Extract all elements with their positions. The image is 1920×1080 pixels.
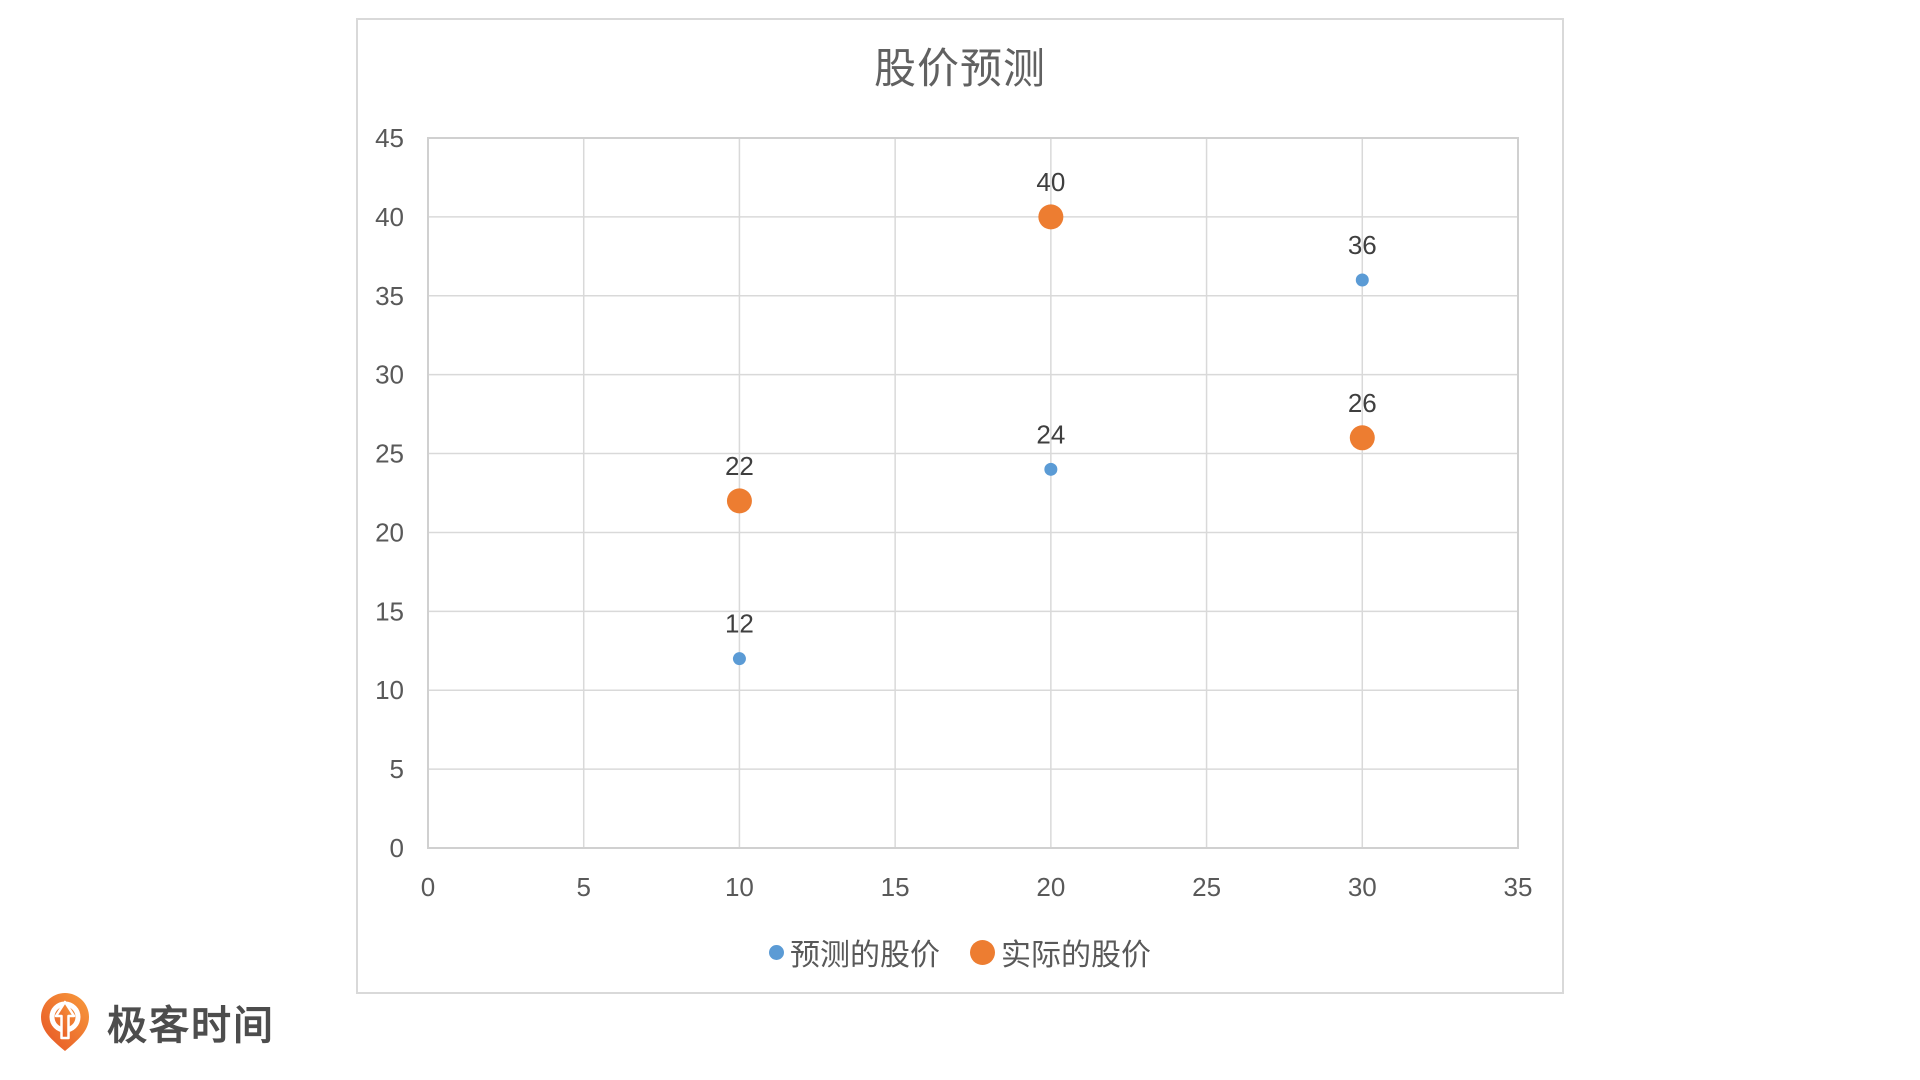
y-axis-tick-label: 45 <box>375 123 404 153</box>
x-axis-tick-label: 30 <box>1348 872 1377 902</box>
x-axis-tick-label: 35 <box>1504 872 1533 902</box>
legend-item-actual: 实际的股价 <box>970 930 1151 974</box>
y-axis-tick-label: 30 <box>375 360 404 390</box>
geektime-logo-icon <box>41 993 89 1051</box>
legend-marker-actual-icon <box>970 939 995 965</box>
legend-marker-predicted-icon <box>769 944 784 960</box>
y-axis-tick-label: 25 <box>375 439 404 469</box>
chart-container: 股价预测 0 5 10 15 20 25 30 35 40 45 0 5 10 15 20 25 30 35 12 2… <box>356 18 1564 994</box>
x-axis-tick-label: 15 <box>881 872 910 902</box>
scatter-plot-area: 0 5 10 15 20 25 30 35 40 45 0 5 10 15 20 25 30 35 12 24 36 22… <box>375 123 1533 902</box>
y-axis-tick-label: 5 <box>390 754 404 784</box>
y-axis-tick-label: 10 <box>375 675 404 705</box>
x-axis-tick-label: 0 <box>421 872 435 902</box>
legend-label-actual: 实际的股价 <box>1001 939 1151 972</box>
chart-title: 股价预测 <box>873 45 1046 92</box>
chart-legend: 预测的股价 实际的股价 <box>358 930 1562 974</box>
data-point-label: 40 <box>1036 167 1065 197</box>
data-point-series-1 <box>1349 425 1375 451</box>
plot-border <box>427 137 1519 849</box>
y-axis-tick-label: 20 <box>375 517 404 547</box>
data-point-label: 22 <box>725 451 754 481</box>
y-axis-tick-label: 40 <box>375 202 404 232</box>
data-point-label: 36 <box>1348 230 1377 260</box>
data-point-label: 24 <box>1036 419 1065 449</box>
x-axis-tick-label: 5 <box>576 872 590 902</box>
geektime-logo: 极客时间 <box>38 992 275 1052</box>
legend-label-predicted: 预测的股价 <box>790 939 940 972</box>
y-axis-tick-label: 0 <box>390 833 404 863</box>
y-axis-tick-label: 15 <box>375 596 404 626</box>
data-point-series-0 <box>1044 462 1058 476</box>
data-point-series-1 <box>1038 204 1064 230</box>
data-point-series-0 <box>1355 273 1369 287</box>
geektime-logo-text: 极客时间 <box>107 1004 275 1048</box>
x-axis-tick-label: 10 <box>725 872 754 902</box>
x-axis-tick-label: 20 <box>1036 872 1065 902</box>
x-axis-tick-label: 25 <box>1192 872 1221 902</box>
data-point-label: 12 <box>725 609 754 639</box>
y-axis-tick-label: 35 <box>375 281 404 311</box>
data-point-series-1 <box>726 488 752 514</box>
legend-item-predicted: 预测的股价 <box>769 930 940 974</box>
data-point-label: 26 <box>1348 388 1377 418</box>
data-point-series-0 <box>732 652 746 666</box>
